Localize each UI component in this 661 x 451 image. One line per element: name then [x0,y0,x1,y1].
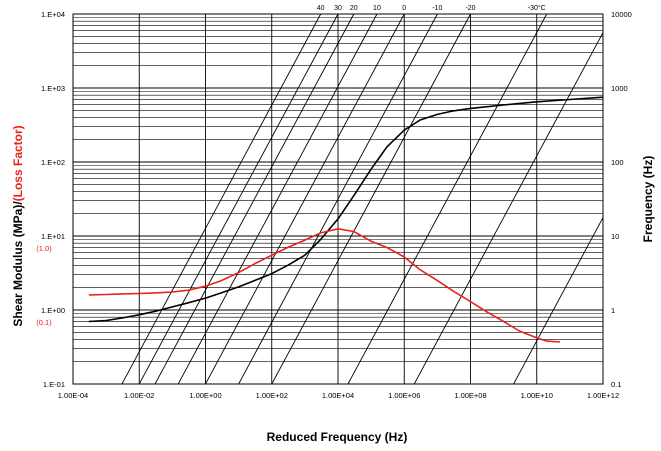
loss-factor-tick-label: (1.0) [36,244,52,253]
y-tick-label: 1.E+04 [41,10,65,19]
y2-tick-label: 10000 [611,10,632,19]
isotherm-line [347,13,548,385]
plot-frame [72,13,604,385]
y2-tick-label: 1000 [611,84,628,93]
isotherm-line [121,13,322,385]
isotherm-label: 20 [350,5,358,12]
y-tick-label: 1.E-01 [43,380,65,389]
x-tick-label: 1.00E+06 [388,391,420,400]
series-lines [88,96,604,343]
x-tick-label: 1.00E+10 [521,391,553,400]
loss-factor-line [88,228,560,343]
loss-factor-tick-label: (0.1) [36,318,52,327]
isotherm-line [513,217,604,385]
y2-tick-label: 10 [611,232,619,241]
isotherm-label: 0 [402,5,406,12]
isotherm-line [177,13,378,385]
isotherm-line [413,32,604,385]
y-axis-title-modulus: Shear Modulus (MPa)/ [11,201,25,327]
x-tick-label: 1.00E-04 [58,391,88,400]
isotherm-label: -10 [432,5,442,12]
isotherm-label: -20 [465,5,475,12]
grid [72,14,604,385]
isotherm-label: 10 [373,5,381,12]
y2-tick-label: 0.1 [611,380,621,389]
isotherm-lines [121,13,604,385]
isotherm-label: 40 [317,5,325,12]
isotherm-label: 30 [334,5,342,12]
y-axis-title-loss-factor: (Loss Factor) [11,125,25,201]
isotherm-line [154,13,355,385]
x-tick-label: 1.00E+12 [587,391,619,400]
shear-modulus-line [88,96,604,323]
isotherm-line [238,13,438,385]
y2-axis-title: Frequency (Hz) [641,156,655,243]
isotherm-line [205,13,405,385]
y2-tick-label: 1 [611,306,615,315]
isotherm-line [138,13,339,385]
y-axis-title: Shear Modulus (MPa)/(Loss Factor) [11,125,25,326]
x-tick-label: 1.00E+02 [256,391,288,400]
tick-labels: 40 30 20 10 0 -10 -20 -30°C1.00E-04 1.00E-02 1.00… [36,4,632,400]
isotherm-line [271,13,471,385]
y-tick-label: 1.E+00 [41,306,65,315]
x-axis-title: Reduced Frequency (Hz) [267,430,408,444]
y2-tick-label: 100 [611,158,624,167]
x-tick-label: 1.00E+04 [322,391,354,400]
x-tick-label: 1.00E-02 [124,391,154,400]
x-tick-label: 1.00E+00 [189,391,221,400]
y-tick-label: 1.E+02 [41,158,65,167]
y-tick-label: 1.E+01 [41,232,65,241]
y-tick-label: 1.E+03 [41,84,65,93]
isotherm-label: -30°C [528,4,546,12]
x-tick-label: 1.00E+08 [454,391,486,400]
